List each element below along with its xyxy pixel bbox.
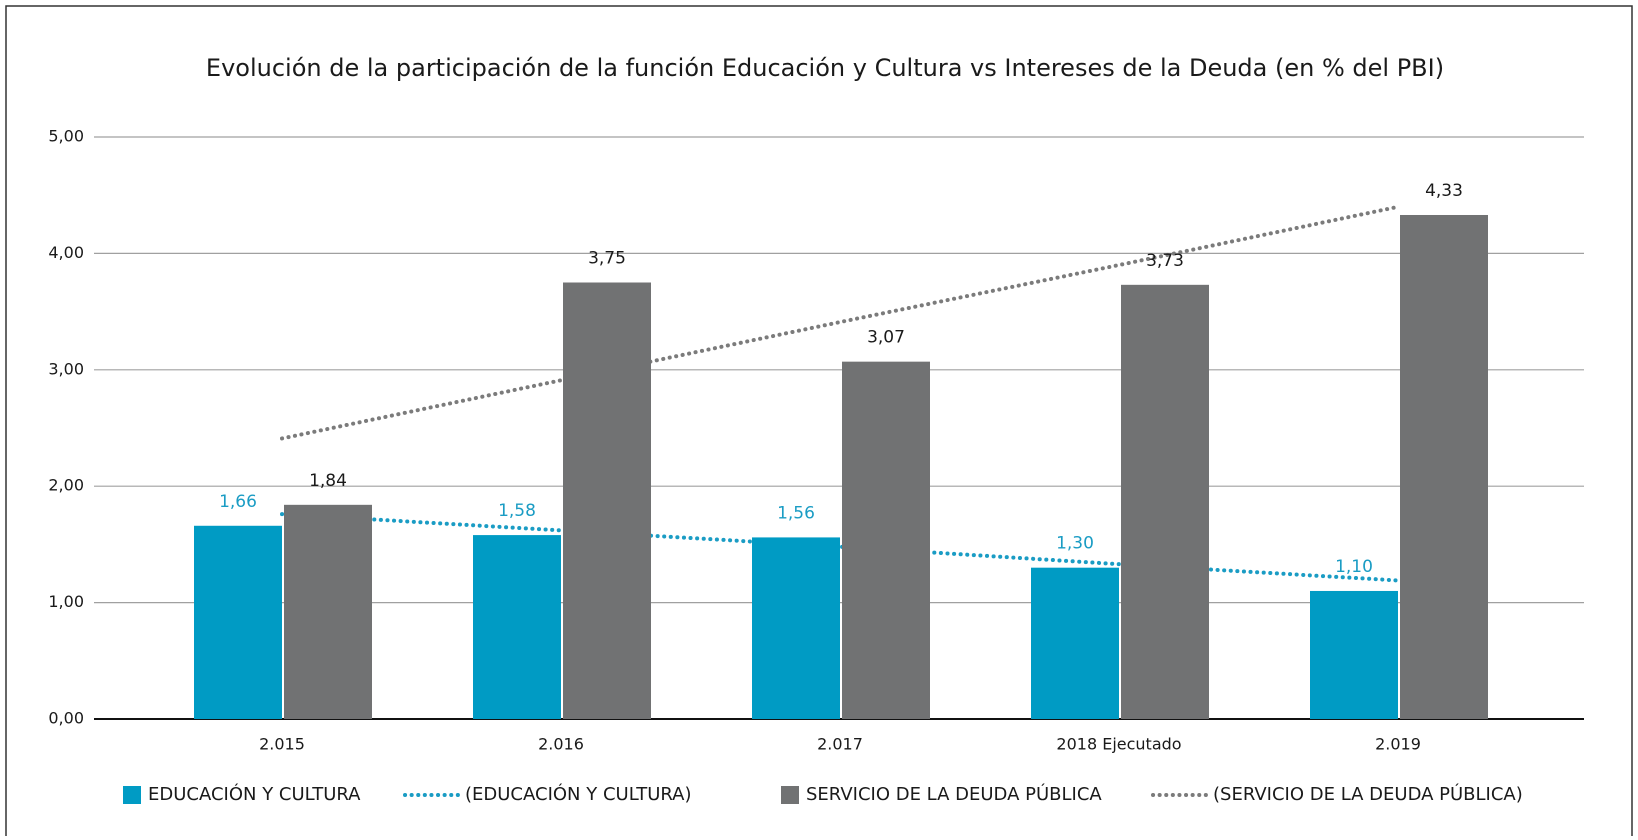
data-label: 1,10	[1335, 557, 1373, 577]
chart-border	[5, 5, 1633, 840]
x-tick-label: 2.015	[259, 735, 305, 754]
data-label: 1,56	[777, 503, 815, 523]
x-tick-label: 2.016	[538, 735, 584, 754]
x-tick-label: 2.019	[1375, 735, 1421, 754]
data-label: 3,73	[1146, 251, 1184, 271]
bar	[473, 535, 561, 719]
bar	[842, 361, 930, 719]
legend-label: SERVICIO DE LA DEUDA PÚBLICA	[806, 783, 1102, 805]
data-label: 1,84	[309, 471, 347, 491]
legend-label: EDUCACIÓN Y CULTURA	[148, 783, 361, 805]
legend-label: (SERVICIO DE LA DEUDA PÚBLICA)	[1213, 783, 1523, 805]
trend-line	[280, 204, 1400, 441]
legend-swatch	[781, 786, 799, 804]
data-label: 4,33	[1425, 181, 1463, 201]
data-label: 1,30	[1056, 534, 1094, 554]
bar	[1310, 590, 1398, 719]
data-label: 1,58	[498, 501, 536, 521]
data-label: 3,75	[588, 249, 626, 269]
data-label: 3,07	[867, 328, 905, 348]
bar	[1400, 214, 1488, 719]
x-tick-label: 2.017	[817, 735, 863, 754]
y-tick-label: 4,00	[48, 243, 84, 262]
bar	[1031, 567, 1119, 719]
bar	[563, 282, 651, 719]
bar	[194, 525, 282, 719]
trend-line	[280, 512, 1400, 583]
data-label: 1,66	[219, 492, 257, 512]
y-tick-label: 2,00	[48, 476, 84, 495]
y-tick-label: 5,00	[48, 127, 84, 146]
bar	[752, 537, 840, 719]
y-tick-label: 0,00	[48, 709, 84, 728]
y-tick-label: 3,00	[48, 359, 84, 378]
bar	[284, 504, 372, 719]
bar	[1121, 284, 1209, 719]
legend-swatch	[123, 786, 141, 804]
x-tick-label: 2018 Ejecutado	[1056, 735, 1181, 754]
chart-title: Evolución de la participación de la func…	[206, 54, 1444, 82]
legend-label: (EDUCACIÓN Y CULTURA)	[465, 783, 692, 805]
y-tick-label: 1,00	[48, 592, 84, 611]
